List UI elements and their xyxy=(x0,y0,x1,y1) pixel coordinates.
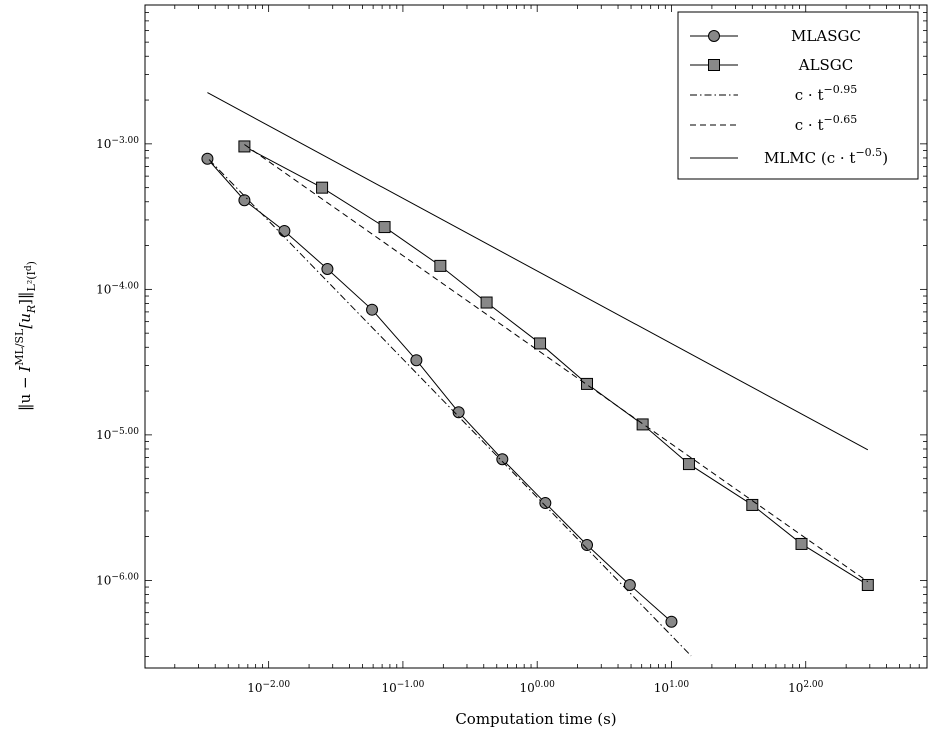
data-point-alsgc xyxy=(581,377,594,390)
legend: MLASGC ALSGC c · t−0.95 c · t−0.65 MLMC (c ·… xyxy=(677,11,919,180)
data-point-alsgc xyxy=(378,221,391,234)
data-point-mlasgc xyxy=(366,303,379,316)
legend-entry-label: c · t−0.95 xyxy=(795,83,857,104)
data-point-mlasgc xyxy=(623,578,636,591)
data-point-mlasgc xyxy=(496,453,509,466)
x-tick-label: 101.00 xyxy=(654,680,690,695)
data-point-alsgc xyxy=(238,140,251,153)
data-point-alsgc xyxy=(534,337,547,350)
data-point-mlasgc xyxy=(452,406,465,419)
data-point-alsgc xyxy=(636,418,649,431)
x-tick-label: 10−2.00 xyxy=(247,680,290,695)
y-tick-label: 10−3.00 xyxy=(96,136,139,151)
x-tick-label: 10−1.00 xyxy=(381,680,424,695)
x-tick-label: 100.00 xyxy=(520,680,556,695)
legend-entry-label: c · t−0.65 xyxy=(795,113,857,134)
series-line-c-t-0-95 xyxy=(208,159,692,657)
y-tick-label: 10−4.00 xyxy=(96,281,139,296)
series-layer xyxy=(201,92,874,657)
x-axis-label: Computation time (s) xyxy=(455,710,616,728)
legend-entry-label: ALSGC xyxy=(798,56,854,74)
data-point-alsgc xyxy=(480,296,493,309)
data-point-alsgc xyxy=(682,458,695,471)
axis-ticks: 10−2.00 10−1.00 100.00 101.00 102.00 10−3.00 1… xyxy=(96,5,928,695)
data-point-mlasgc xyxy=(665,615,678,628)
x-tick-label: 102.00 xyxy=(788,680,824,695)
y-axis-label: ‖u − IML/SL[uR]‖L²(Id) xyxy=(13,261,38,411)
data-point-mlasgc xyxy=(539,497,552,510)
data-point-mlasgc xyxy=(201,152,214,165)
series-line-alsgc xyxy=(244,145,869,586)
y-axis-label-text: ‖u − IML/SL[uR]‖L²(Id) xyxy=(13,261,38,411)
y-tick-label: 10−6.00 xyxy=(96,572,139,587)
series-line-mlasgc xyxy=(207,158,672,623)
data-point-alsgc xyxy=(795,537,808,550)
data-point-alsgc xyxy=(434,259,447,272)
legend-entry-label: MLMC (c · t−0.5) xyxy=(764,146,888,167)
data-point-mlasgc xyxy=(321,263,334,276)
data-point-mlasgc xyxy=(581,539,594,552)
legend-swatch-marker xyxy=(708,59,720,71)
data-point-mlasgc xyxy=(410,354,423,367)
data-point-mlasgc xyxy=(278,224,291,237)
data-point-mlasgc xyxy=(238,194,251,207)
legend-swatch-marker xyxy=(708,30,720,42)
data-point-alsgc xyxy=(861,578,874,591)
data-point-alsgc xyxy=(746,498,759,511)
plot-frame xyxy=(144,4,928,669)
series-line-mlmc-c-t-0-5 xyxy=(207,92,869,451)
legend-entry-label: MLASGC xyxy=(791,27,861,45)
series-line-c-t-0-65 xyxy=(244,144,869,583)
data-point-alsgc xyxy=(316,181,329,194)
y-tick-label: 10−5.00 xyxy=(96,427,139,442)
